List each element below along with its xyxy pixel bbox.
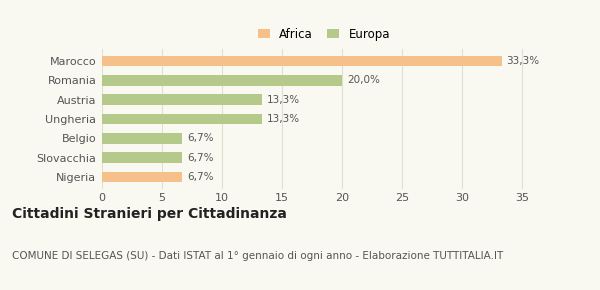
Text: COMUNE DI SELEGAS (SU) - Dati ISTAT al 1° gennaio di ogni anno - Elaborazione TU: COMUNE DI SELEGAS (SU) - Dati ISTAT al 1… <box>12 251 503 261</box>
Bar <box>102 133 182 144</box>
Text: 6,7%: 6,7% <box>187 133 214 143</box>
Text: 13,3%: 13,3% <box>266 114 299 124</box>
Text: Cittadini Stranieri per Cittadinanza: Cittadini Stranieri per Cittadinanza <box>12 207 287 221</box>
Bar <box>102 56 502 66</box>
Bar <box>102 75 342 86</box>
Bar <box>102 114 262 124</box>
Text: 6,7%: 6,7% <box>187 172 214 182</box>
Text: 20,0%: 20,0% <box>347 75 380 85</box>
Text: 6,7%: 6,7% <box>187 153 214 162</box>
Bar <box>102 94 262 105</box>
Text: 33,3%: 33,3% <box>506 56 539 66</box>
Bar <box>102 152 182 163</box>
Text: 13,3%: 13,3% <box>266 95 299 105</box>
Bar <box>102 172 182 182</box>
Legend: Africa, Europa: Africa, Europa <box>258 28 390 41</box>
